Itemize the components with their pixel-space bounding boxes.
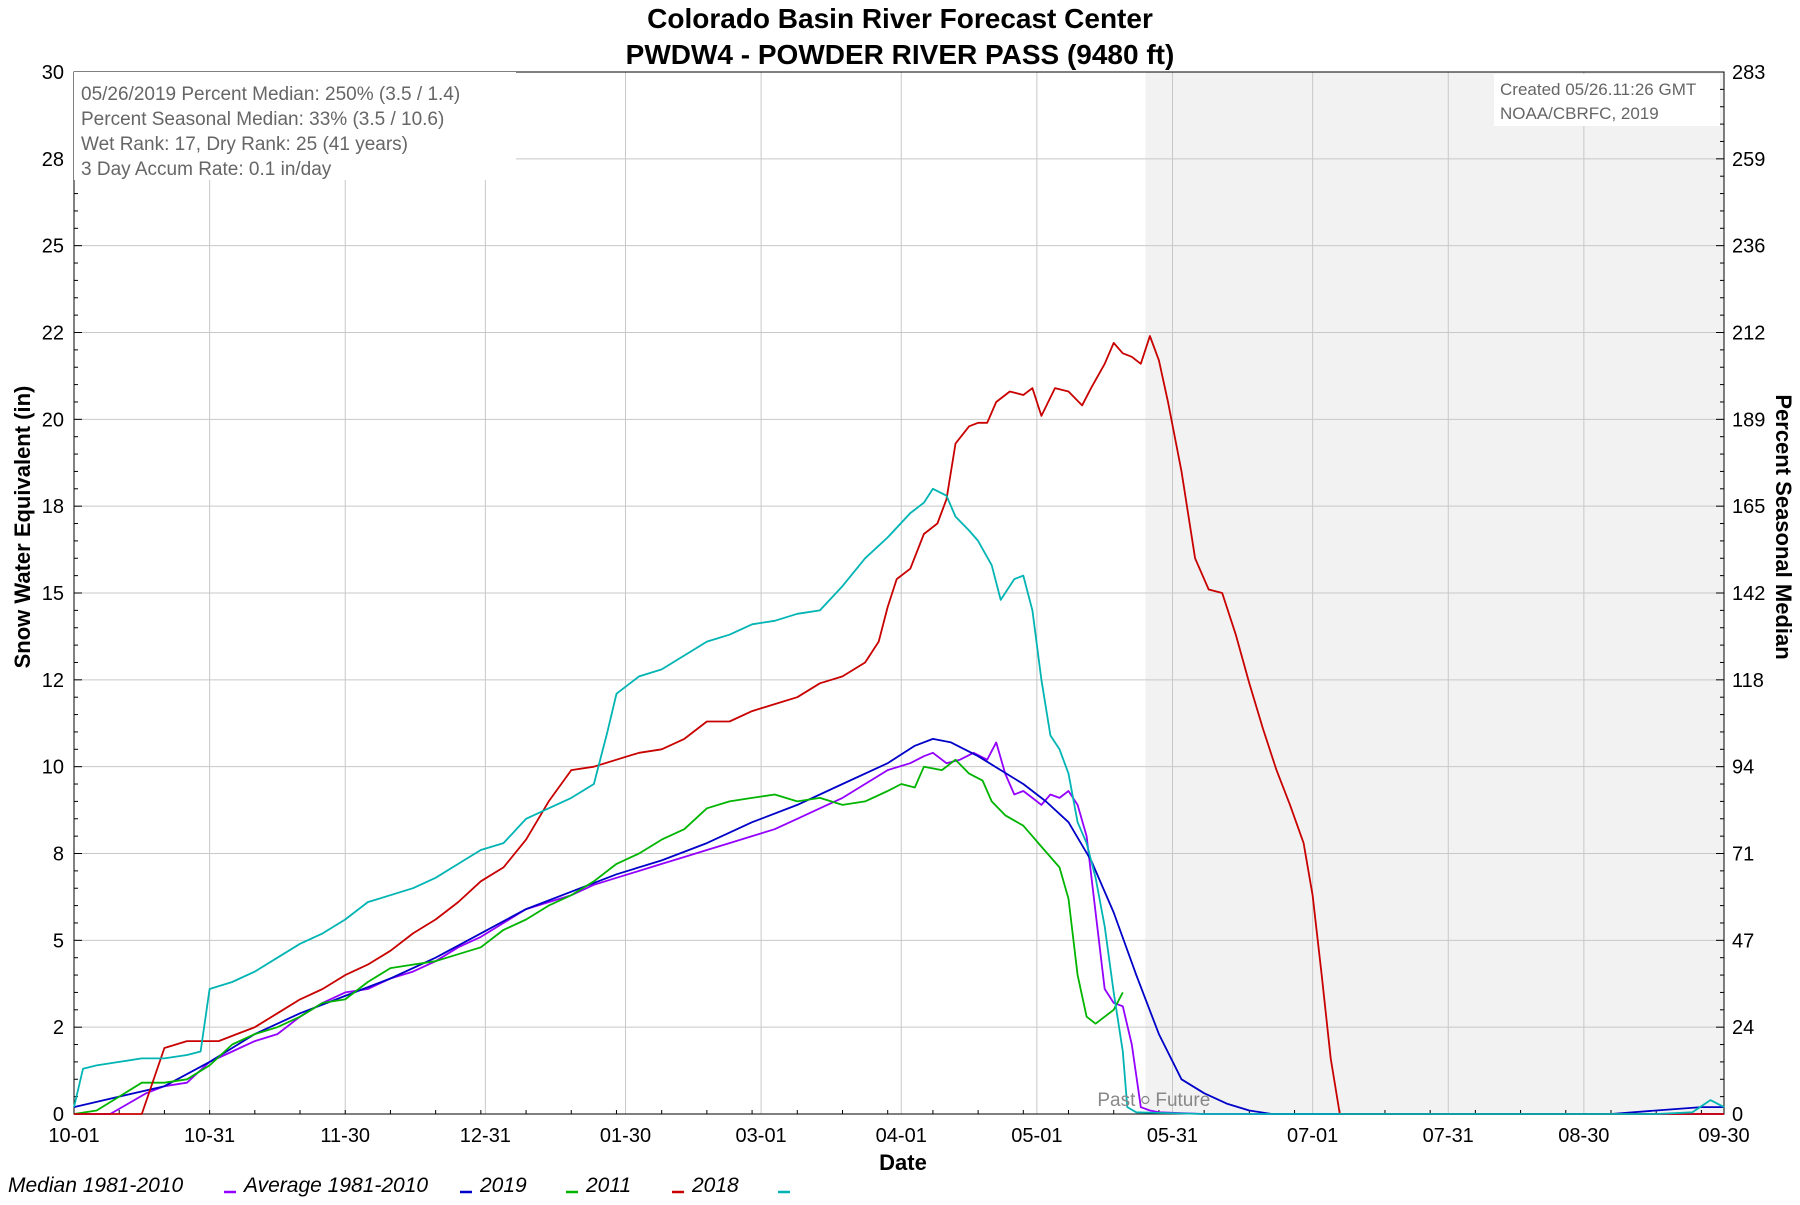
x-tick-label: 03-01	[736, 1125, 787, 1147]
y2-tick-label: 24	[1732, 1017, 1754, 1039]
y2-tick-label: 189	[1732, 409, 1765, 431]
past-future-marker: Past Future	[1097, 1090, 1210, 1111]
y2-axis-title: Percent Seasonal Median	[1771, 394, 1796, 659]
legend: Median 1981-2010 Average 1981-2010 2019 201…	[8, 1174, 790, 1197]
y-axis-title: Snow Water Equivalent (in)	[10, 386, 35, 669]
y2-tick-label: 259	[1732, 149, 1765, 171]
x-tick-label: 10-31	[184, 1125, 235, 1147]
info-percent-median: 05/26/2019 Percent Median: 250% (3.5 / 1…	[81, 84, 460, 105]
series-line-2011	[74, 335, 1724, 1115]
created-box: Created 05/26.11:26 GMT NOAA/CBRFC, 2019	[1494, 74, 1720, 126]
x-tick-label: 04-01	[876, 1125, 927, 1147]
y-tick-label: 12	[42, 670, 64, 692]
x-tick-label: 01-30	[600, 1125, 651, 1147]
y2-tick-label: 236	[1732, 236, 1765, 258]
x-tick-label: 12-31	[460, 1125, 511, 1147]
x-tick-label: 05-01	[1011, 1125, 1062, 1147]
y-tick-label: 5	[53, 930, 64, 952]
legend-label: 2011	[585, 1174, 631, 1197]
past-label: Past	[1097, 1090, 1136, 1111]
info-accum-rate: 3 Day Accum Rate: 0.1 in/day	[81, 159, 332, 180]
x-tick-label: 07-31	[1423, 1125, 1474, 1147]
past-future-dot	[1141, 1095, 1150, 1105]
series-line-2018	[73, 487, 1725, 1115]
y2-tick-label: 212	[1732, 323, 1765, 345]
info-box: 05/26/2019 Percent Median: 250% (3.5 / 1…	[74, 72, 516, 180]
info-seasonal-median: Percent Seasonal Median: 33% (3.5 / 10.6…	[81, 109, 444, 130]
y2-tick-label: 142	[1732, 583, 1765, 605]
chart-title: Colorado Basin River Forecast Center	[647, 3, 1153, 34]
y-tick-label: 10	[42, 757, 64, 779]
created-source: NOAA/CBRFC, 2019	[1500, 104, 1659, 123]
info-rank: Wet Rank: 17, Dry Rank: 25 (41 years)	[81, 134, 408, 155]
x-tick-label: 07-01	[1287, 1125, 1338, 1147]
y-tick-label: 8	[53, 844, 64, 866]
created-timestamp: Created 05/26.11:26 GMT	[1500, 80, 1696, 99]
y2-tick-label: 47	[1732, 930, 1754, 952]
y2-tick-label: 0	[1732, 1104, 1743, 1126]
series-line-2019	[73, 758, 1124, 1115]
y-tick-label: 20	[42, 409, 64, 431]
series-line-average-1981-2010	[73, 738, 1724, 1115]
y-tick-label: 30	[42, 62, 64, 84]
y2-tick-label: 283	[1732, 62, 1765, 84]
info-box-background	[74, 72, 516, 180]
series-layer	[73, 335, 1725, 1115]
legend-label: Average 1981-2010	[242, 1174, 428, 1197]
y2-tick-label: 94	[1732, 757, 1754, 779]
future-label: Future	[1155, 1090, 1210, 1111]
created-box-background	[1494, 74, 1720, 126]
y2-tick-label: 71	[1732, 844, 1754, 866]
legend-label: 2018	[691, 1174, 739, 1197]
y-tick-label: 2	[53, 1017, 64, 1039]
y-tick-label: 28	[42, 149, 64, 171]
x-tick-label: 11-30	[320, 1125, 370, 1147]
grid-layer	[73, 71, 1725, 1115]
x-tick-label: 10-01	[48, 1125, 99, 1147]
y-tick-label: 25	[42, 236, 64, 258]
x-axis: 10-01 10-31 11-30 12-31 01-30 03-01 04-01 05-01…	[48, 1125, 1749, 1147]
y-tick-label: 0	[53, 1104, 64, 1126]
chart-subtitle: PWDW4 - POWDER RIVER PASS (9480 ft)	[626, 39, 1175, 70]
y-axis-right: 0 24 47 71 94 118 142 165 189 212 236 259 283	[1732, 62, 1765, 1126]
y-tick-label: 15	[42, 583, 64, 605]
plot-frame	[73, 71, 1725, 1115]
legend-label: 2019	[479, 1174, 527, 1197]
y-tick-label: 22	[42, 323, 64, 345]
x-tick-label: 08-30	[1558, 1125, 1609, 1147]
y2-tick-label: 118	[1732, 670, 1764, 692]
y2-tick-label: 165	[1732, 496, 1765, 518]
y-tick-label: 18	[42, 496, 64, 518]
x-tick-label: 09-30	[1698, 1125, 1749, 1147]
x-axis-title: Date	[879, 1150, 927, 1175]
x-tick-label: 05-31	[1147, 1125, 1198, 1147]
legend-label: Median 1981-2010	[8, 1174, 183, 1197]
